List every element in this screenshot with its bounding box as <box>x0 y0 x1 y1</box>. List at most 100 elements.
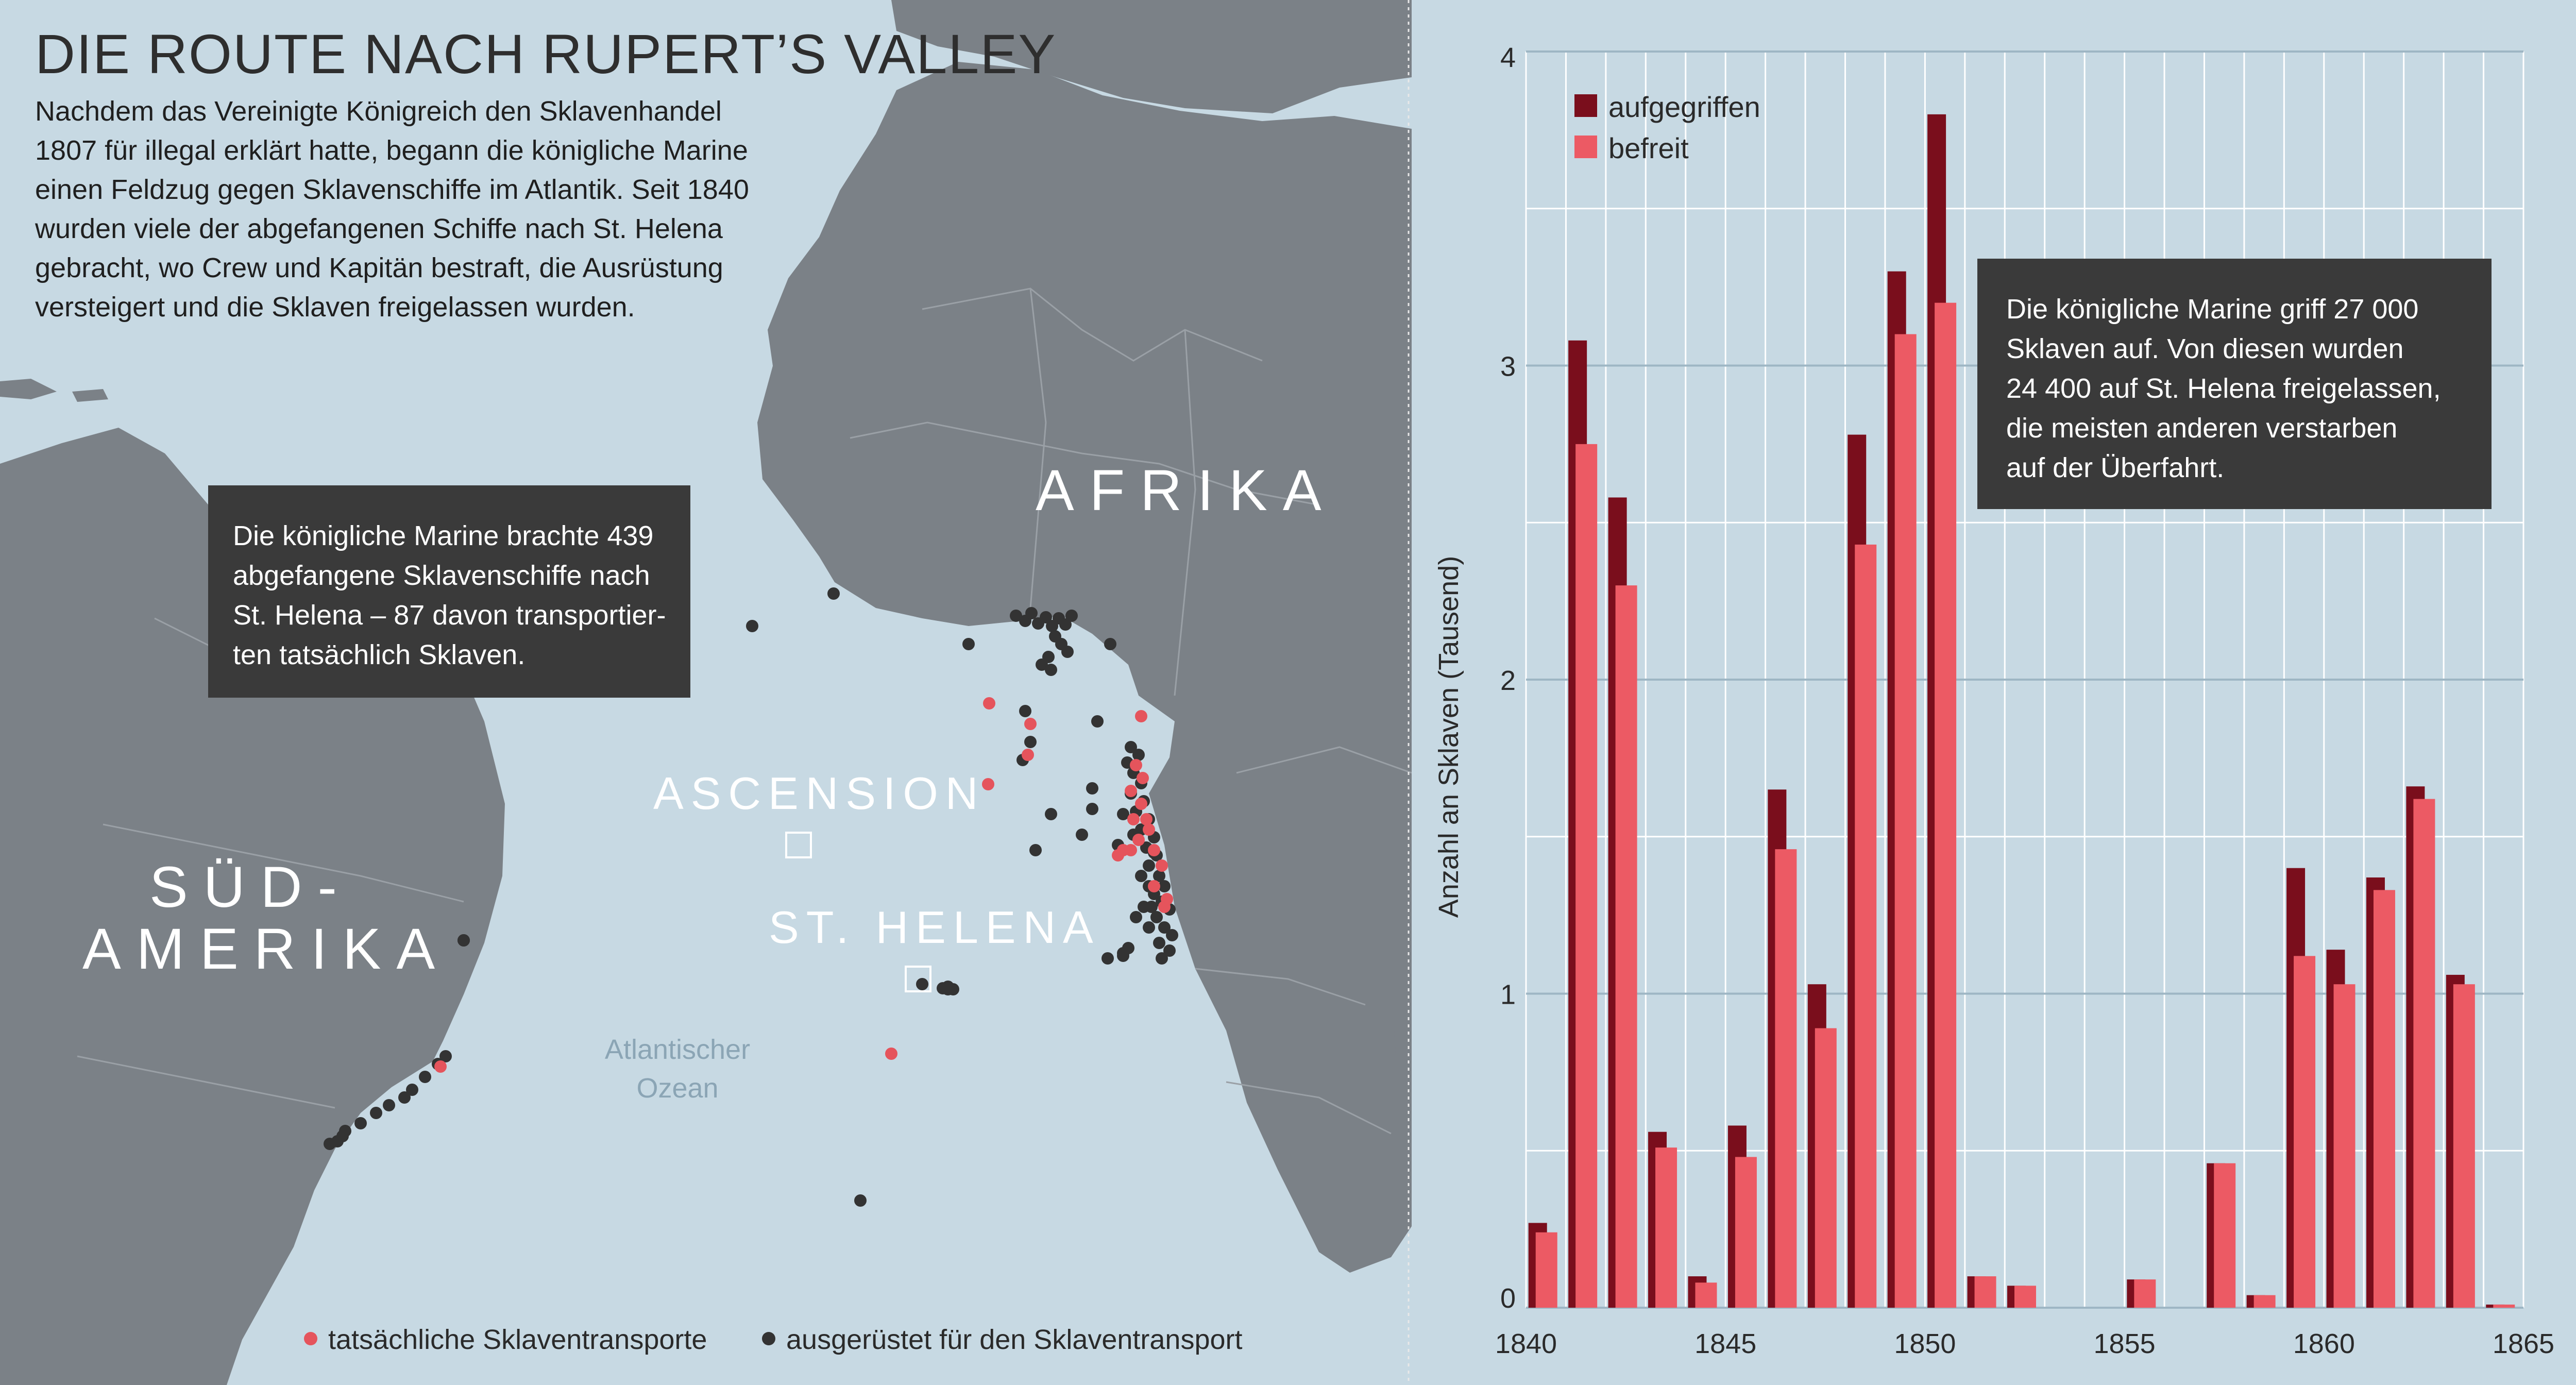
dot-slave-equipped <box>1086 782 1098 795</box>
label-africa: AFRIKA <box>1036 458 1337 522</box>
bar-befreit <box>2413 799 2435 1308</box>
x-tick-label: 1865 <box>2493 1328 2554 1359</box>
dot-slave-equipped <box>854 1194 867 1207</box>
dot-slave-equipped <box>457 934 470 947</box>
intro-line: einen Feldzug gegen Sklavenschiffe im At… <box>35 174 749 205</box>
dot-actual-transport <box>1130 759 1142 771</box>
dot-slave-equipped <box>1153 937 1165 949</box>
dot-actual-transport <box>1158 901 1171 913</box>
label-south-america-line1: SÜD- <box>149 855 352 919</box>
dot-slave-equipped <box>1143 859 1155 872</box>
africa-landmass <box>757 62 1412 1273</box>
chart-panel: 0 1 2 3 4 1840 1845 1850 1855 1860 1865 Anzahl an … <box>1412 0 2576 1385</box>
europe-landmass <box>891 0 1412 113</box>
dot-slave-equipped <box>439 1050 452 1062</box>
dot-slave-equipped <box>1061 646 1074 658</box>
legend-red-label: tatsächliche Sklaventransporte <box>328 1324 707 1355</box>
dot-slave-equipped <box>354 1117 367 1129</box>
map-callout-line: ten tatsächlich Sklaven. <box>233 639 526 670</box>
x-tick-label: 1860 <box>2293 1328 2355 1359</box>
y-tick-label: 1 <box>1500 979 1516 1010</box>
dot-slave-equipped <box>1125 741 1137 753</box>
dot-actual-transport <box>434 1060 447 1073</box>
x-tick-label: 1845 <box>1694 1328 1756 1359</box>
intro-line: wurden viele der abgefangenen Schiffe na… <box>35 213 723 244</box>
dot-slave-equipped <box>336 1130 349 1142</box>
chart-callout-line: die meisten anderen verstarben <box>2006 413 2398 444</box>
dot-slave-equipped <box>942 983 954 995</box>
dot-slave-equipped <box>1040 611 1052 623</box>
bar-befreit <box>1695 1282 1717 1308</box>
y-tick-label: 0 <box>1500 1283 1516 1314</box>
dot-slave-equipped <box>1024 736 1037 748</box>
bar-befreit <box>2253 1295 2276 1308</box>
dot-actual-transport <box>1112 849 1124 862</box>
chart-ticks: 0 1 2 3 4 1840 1845 1850 1855 1860 1865 <box>1495 42 2554 1359</box>
dot-slave-equipped <box>1158 880 1171 892</box>
dot-slave-equipped <box>1163 944 1176 957</box>
y-tick-label: 3 <box>1500 351 1516 382</box>
caribbean-islands <box>0 379 108 402</box>
st-helena-marker <box>905 966 931 992</box>
bar-befreit <box>1535 1232 1557 1308</box>
chart-callout-line: auf der Überfahrt. <box>2006 452 2225 483</box>
label-ocean-line2: Ozean <box>636 1073 718 1104</box>
map-callout-line: St. Helena – 87 davon transportier- <box>233 600 666 631</box>
bar-befreit <box>1974 1276 1996 1308</box>
dot-slave-equipped <box>916 978 928 990</box>
bar-befreit <box>1655 1147 1677 1308</box>
legend-befreit-swatch <box>1574 136 1597 158</box>
dot-actual-transport <box>1135 798 1147 810</box>
bar-befreit <box>2493 1304 2515 1308</box>
bar-befreit <box>1735 1157 1757 1308</box>
dot-slave-equipped <box>1025 607 1038 619</box>
legend-aufgegriffen-swatch <box>1574 94 1597 117</box>
dot-slave-equipped <box>746 620 758 632</box>
dot-slave-equipped <box>1045 664 1057 676</box>
map-callout: Die königliche Marine brachte 439 abgefa… <box>208 485 690 698</box>
dot-slave-equipped <box>370 1107 382 1119</box>
dot-actual-transport <box>1022 749 1034 761</box>
map-callout-line: abgefangene Sklavenschiffe nach <box>233 560 650 591</box>
legend-red-dot <box>304 1332 317 1345</box>
dot-slave-equipped <box>1156 952 1168 965</box>
dot-slave-equipped <box>406 1084 418 1096</box>
dot-slave-equipped <box>1158 921 1171 934</box>
bar-befreit <box>2014 1286 2036 1308</box>
y-axis-label: Anzahl an Sklaven (Tausend) <box>1433 556 1464 918</box>
ascension-marker <box>785 832 812 858</box>
ship-dots <box>324 587 1178 1207</box>
bar-befreit <box>1775 849 1797 1308</box>
dot-slave-equipped <box>398 1091 411 1104</box>
chart-callout-line: 24 400 auf St. Helena freigelassen, <box>2006 373 2441 404</box>
bar-befreit <box>1615 585 1637 1308</box>
legend-aufgegriffen-label: aufgegriffen <box>1608 91 1760 123</box>
bar-befreit <box>1575 444 1598 1308</box>
label-ascension: ASCENSION <box>653 768 985 819</box>
dot-actual-transport <box>1024 718 1037 730</box>
page-title: DIE ROUTE NACH RUPERT’S VALLEY <box>35 23 1057 85</box>
dot-slave-equipped <box>1130 911 1142 923</box>
bar-befreit <box>1855 544 1877 1308</box>
dot-slave-equipped <box>1143 921 1155 934</box>
bar-befreit <box>2214 1163 2236 1308</box>
dot-slave-equipped <box>1065 610 1078 622</box>
dot-actual-transport <box>1137 772 1149 784</box>
dot-slave-equipped <box>1132 749 1145 761</box>
dot-slave-equipped <box>1045 808 1057 820</box>
dot-actual-transport <box>1135 710 1147 722</box>
dot-slave-equipped <box>1091 715 1104 728</box>
chart-callout: Die königliche Marine griff 27 000 Sklav… <box>1977 259 2492 509</box>
dot-slave-equipped <box>1166 929 1178 941</box>
chart-callout-line: Sklaven auf. Von diesen wurden <box>2006 333 2404 364</box>
bar-befreit <box>2373 890 2395 1308</box>
legend-black-dot <box>762 1332 775 1345</box>
dot-slave-equipped <box>1101 952 1114 965</box>
chart-bars <box>1528 114 2515 1308</box>
dot-slave-equipped <box>1117 808 1129 820</box>
dot-actual-transport <box>1156 859 1168 872</box>
x-tick-label: 1850 <box>1894 1328 1956 1359</box>
intro-line: versteigert und die Sklaven freigelassen… <box>35 292 635 323</box>
dot-slave-equipped <box>383 1099 395 1111</box>
